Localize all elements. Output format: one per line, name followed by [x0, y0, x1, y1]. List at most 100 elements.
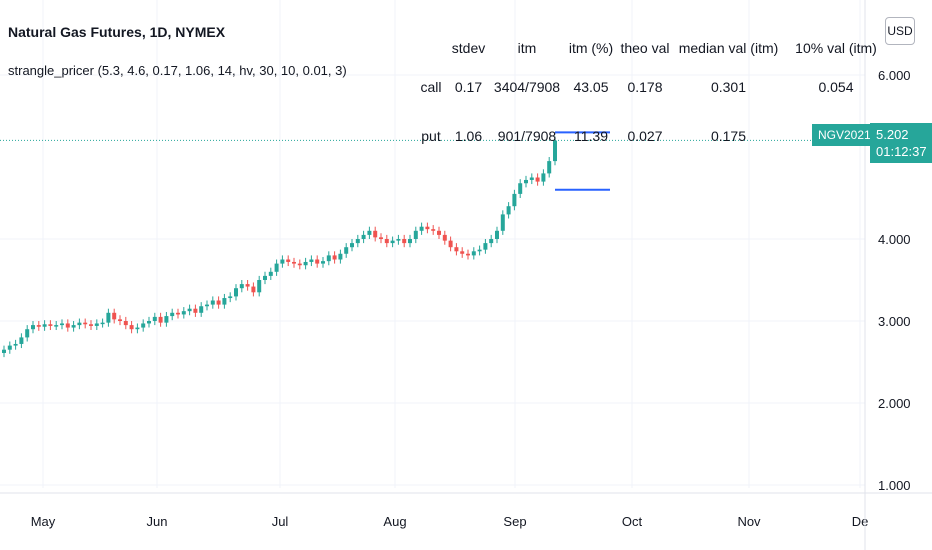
candle-body	[205, 304, 209, 307]
candle-body	[396, 239, 401, 241]
candle-body	[477, 249, 482, 252]
candle-body	[25, 329, 30, 338]
candle-body	[7, 345, 12, 350]
strangle-stats-table: stdev itm itm (%) theo val median val (i…	[416, 33, 886, 160]
candle-body	[257, 280, 262, 293]
candle-body	[344, 247, 349, 254]
x-tick-label: May	[31, 514, 56, 529]
candle-body	[141, 323, 146, 328]
candle-body	[100, 322, 105, 325]
candle-body	[338, 253, 343, 260]
candle-body	[152, 316, 157, 321]
candle-body	[245, 284, 250, 287]
candle-body	[431, 229, 436, 231]
currency-button[interactable]: USD	[885, 17, 915, 45]
candle-body	[210, 300, 215, 305]
candle-body	[390, 240, 395, 244]
candle-body	[506, 206, 511, 215]
bar-countdown: 01:12:37	[876, 144, 927, 159]
candle-body	[268, 271, 273, 276]
candle-body	[135, 327, 140, 330]
stats-header-stdev: stdev	[451, 39, 486, 56]
candle-body	[419, 226, 424, 231]
candle-body	[112, 312, 117, 320]
candle-body	[83, 322, 88, 325]
candle-body	[500, 214, 505, 231]
candle-body	[234, 288, 238, 297]
indicator-legend[interactable]: strangle_pricer (5.3, 4.6, 0.17, 1.06, 1…	[8, 63, 347, 78]
table-cell: 0.054	[818, 78, 854, 95]
table-cell: 0.027	[627, 127, 663, 144]
last-price-tag: 5.202 01:12:37	[870, 123, 932, 163]
x-tick-label: Nov	[737, 514, 761, 529]
candle-body	[239, 284, 244, 289]
stats-header-median-val: median val (itm)	[678, 39, 779, 56]
table-cell: 3404/7908	[493, 78, 561, 95]
candle-body	[355, 239, 360, 244]
candle-body	[326, 255, 331, 262]
candle-body	[454, 247, 459, 252]
stats-header-blank	[416, 33, 446, 62]
candle-body	[321, 261, 325, 264]
candle-body	[489, 239, 494, 244]
candle-body	[274, 263, 279, 272]
candle-body	[303, 261, 308, 266]
candle-body	[280, 259, 285, 264]
candle-body	[460, 251, 465, 254]
candle-body	[147, 321, 151, 324]
candle-body	[292, 261, 296, 264]
candle-body	[367, 230, 372, 235]
candle-body	[466, 253, 470, 256]
candle-body	[408, 239, 412, 244]
y-tick-label: 3.000	[878, 314, 911, 329]
candle-body	[413, 230, 418, 239]
candle-body	[263, 275, 267, 280]
row-label: put	[421, 127, 441, 144]
table-cell: 0.17	[454, 78, 483, 95]
candle-body	[373, 230, 378, 238]
candle-body	[361, 234, 366, 239]
candle-body	[42, 324, 47, 327]
table-row: put 1.06 901/7908 11.39 0.027 0.175 0.	[416, 111, 886, 160]
candle-body	[164, 316, 169, 323]
candle-body	[176, 312, 180, 315]
candle-body	[535, 177, 540, 182]
y-tick-label: 1.000	[878, 478, 911, 493]
candle-body	[541, 173, 546, 182]
candle-body	[228, 296, 233, 299]
stats-header-itm-pct: itm (%)	[568, 39, 614, 56]
candle-body	[181, 311, 186, 315]
candle-body	[437, 230, 441, 235]
candle-body	[379, 237, 383, 239]
candle-body	[19, 337, 24, 344]
candle-body	[216, 300, 221, 305]
last-price-value: 5.202	[876, 127, 909, 142]
candle-body	[31, 325, 35, 330]
grid-lines	[0, 0, 865, 488]
stats-header-10pct-val: 10% val (itm)	[795, 39, 877, 56]
candle-body	[77, 322, 82, 326]
candle-body	[89, 324, 93, 326]
candle-body	[13, 343, 18, 346]
candle-body	[384, 239, 389, 244]
candle-body	[170, 312, 175, 317]
candle-body	[529, 177, 534, 180]
candle-body	[471, 251, 476, 256]
candle-body	[315, 259, 320, 264]
candle-body	[425, 226, 430, 230]
candle-body	[54, 325, 59, 327]
stats-header-itm: itm	[517, 39, 537, 56]
stats-header-theo-val: theo val	[620, 39, 670, 56]
candle-body	[36, 325, 41, 327]
candle-body	[129, 325, 134, 330]
table-cell: 0.175	[710, 127, 747, 144]
candle-body	[71, 325, 76, 328]
candle-body	[222, 298, 227, 305]
candle-body	[123, 321, 128, 326]
candle-body	[309, 259, 314, 262]
table-cell: 901/7908	[497, 127, 557, 144]
candle-body	[518, 183, 523, 194]
candle-body	[65, 323, 70, 328]
